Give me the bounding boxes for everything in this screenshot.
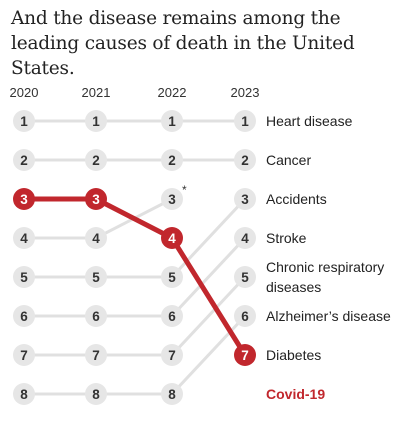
rank-marker-covid-19-2021 — [85, 188, 107, 210]
rank-marker-accidents-2022 — [161, 188, 183, 210]
row-label-8: Covid-19 — [266, 386, 325, 402]
rank-number-alzheimer-s-disease-2022: 7 — [168, 348, 176, 363]
row-label-1: Heart disease — [266, 113, 353, 129]
rank-number-accidents-2022: 3 — [168, 192, 176, 207]
rank-marker-heart-disease-2020 — [13, 110, 35, 132]
rank-marker-alzheimer-s-disease-2020 — [13, 344, 35, 366]
rank-marker-diabetes-2020 — [13, 383, 35, 405]
rank-marker-alzheimer-s-disease-2023 — [234, 266, 256, 288]
rank-marker-alzheimer-s-disease-2022 — [161, 344, 183, 366]
row-label-6: Alzheimer’s disease — [266, 308, 391, 324]
rank-number-cancer-2020: 2 — [20, 153, 28, 168]
rank-marker-chronic-respiratory-diseases-2022 — [161, 305, 183, 327]
rank-marker-stroke-2023 — [234, 188, 256, 210]
rank-number-heart-disease-2022: 1 — [168, 114, 176, 129]
rank-number-alzheimer-s-disease-2023: 5 — [241, 270, 249, 285]
rank-number-covid-19-2021: 3 — [92, 192, 100, 207]
rank-marker-covid-19-2023 — [234, 344, 256, 366]
rank-marker-diabetes-2023 — [234, 305, 256, 327]
rank-marker-stroke-2020 — [13, 266, 35, 288]
rank-marker-covid-19-2022 — [161, 227, 183, 249]
rank-number-stroke-2021: 5 — [92, 270, 100, 285]
rank-number-cancer-2021: 2 — [92, 153, 100, 168]
rank-marker-heart-disease-2022 — [161, 110, 183, 132]
row-label-4: Stroke — [266, 230, 307, 246]
row-label-5-line-1: Chronic respiratory — [266, 259, 384, 275]
rank-number-diabetes-2022: 8 — [168, 387, 176, 402]
rank-marker-stroke-2021 — [85, 266, 107, 288]
rank-marker-cancer-2022 — [161, 149, 183, 171]
rank-marker-chronic-respiratory-diseases-2023 — [234, 227, 256, 249]
rank-marker-diabetes-2021 — [85, 383, 107, 405]
rank-number-diabetes-2020: 8 — [20, 387, 28, 402]
rank-number-heart-disease-2021: 1 — [92, 114, 100, 129]
rank-marker-chronic-respiratory-diseases-2021 — [85, 305, 107, 327]
rank-marker-chronic-respiratory-diseases-2020 — [13, 305, 35, 327]
connector-covid-19-1 — [93, 196, 175, 241]
rank-marker-cancer-2023 — [234, 149, 256, 171]
rank-number-alzheimer-s-disease-2020: 7 — [20, 348, 28, 363]
connector-stroke-2 — [170, 197, 247, 279]
rank-number-cancer-2023: 2 — [241, 153, 249, 168]
rank-number-cancer-2022: 2 — [168, 153, 176, 168]
rank-number-covid-19-2022: 4 — [168, 231, 176, 246]
rank-marker-alzheimer-s-disease-2021 — [85, 344, 107, 366]
row-label-5-line-2: diseases — [266, 279, 321, 295]
rank-number-accidents-2021: 4 — [92, 231, 100, 246]
row-label-3: Accidents — [266, 191, 327, 207]
row-label-7: Diabetes — [266, 347, 321, 363]
rank-marker-covid-19-2020 — [13, 188, 35, 210]
rank-marker-stroke-2022 — [161, 266, 183, 288]
rank-marker-accidents-2020 — [13, 227, 35, 249]
rank-marker-cancer-2021 — [85, 149, 107, 171]
rank-number-heart-disease-2020: 1 — [20, 114, 28, 129]
chart-title: And the disease remains among the leadin… — [11, 8, 355, 79]
rank-marker-heart-disease-2023 — [234, 110, 256, 132]
year-label-2022: 2022 — [158, 85, 187, 100]
rank-marker-cancer-2020 — [13, 149, 35, 171]
rank-number-heart-disease-2023: 1 — [241, 114, 249, 129]
rank-number-diabetes-2023: 6 — [241, 309, 249, 324]
rank-number-stroke-2022: 5 — [168, 270, 176, 285]
rank-marker-heart-disease-2021 — [85, 110, 107, 132]
annotation-asterisk: * — [182, 183, 187, 197]
year-label-2020: 2020 — [10, 85, 39, 100]
connector-covid-19-2 — [169, 235, 248, 358]
rank-number-chronic-respiratory-diseases-2023: 4 — [241, 231, 249, 246]
connector-chronic-respiratory-diseases-2 — [170, 236, 247, 318]
rank-marker-diabetes-2022 — [161, 383, 183, 405]
rank-number-chronic-respiratory-diseases-2022: 6 — [168, 309, 176, 324]
rank-number-diabetes-2021: 8 — [92, 387, 100, 402]
rank-number-accidents-2020: 4 — [20, 231, 28, 246]
connector-alzheimer-s-disease-2 — [170, 275, 247, 357]
year-label-2023: 2023 — [231, 85, 260, 100]
rank-number-covid-19-2023: 7 — [241, 348, 249, 363]
rank-number-alzheimer-s-disease-2021: 7 — [92, 348, 100, 363]
rank-number-covid-19-2020: 3 — [20, 192, 28, 207]
rank-number-chronic-respiratory-diseases-2021: 6 — [92, 309, 100, 324]
connector-diabetes-2 — [170, 314, 247, 396]
rank-marker-accidents-2021 — [85, 227, 107, 249]
year-label-2021: 2021 — [82, 85, 111, 100]
rank-number-chronic-respiratory-diseases-2020: 6 — [20, 309, 28, 324]
rank-number-stroke-2023: 3 — [241, 192, 249, 207]
row-label-2: Cancer — [266, 152, 311, 168]
rank-number-stroke-2020: 5 — [20, 270, 28, 285]
